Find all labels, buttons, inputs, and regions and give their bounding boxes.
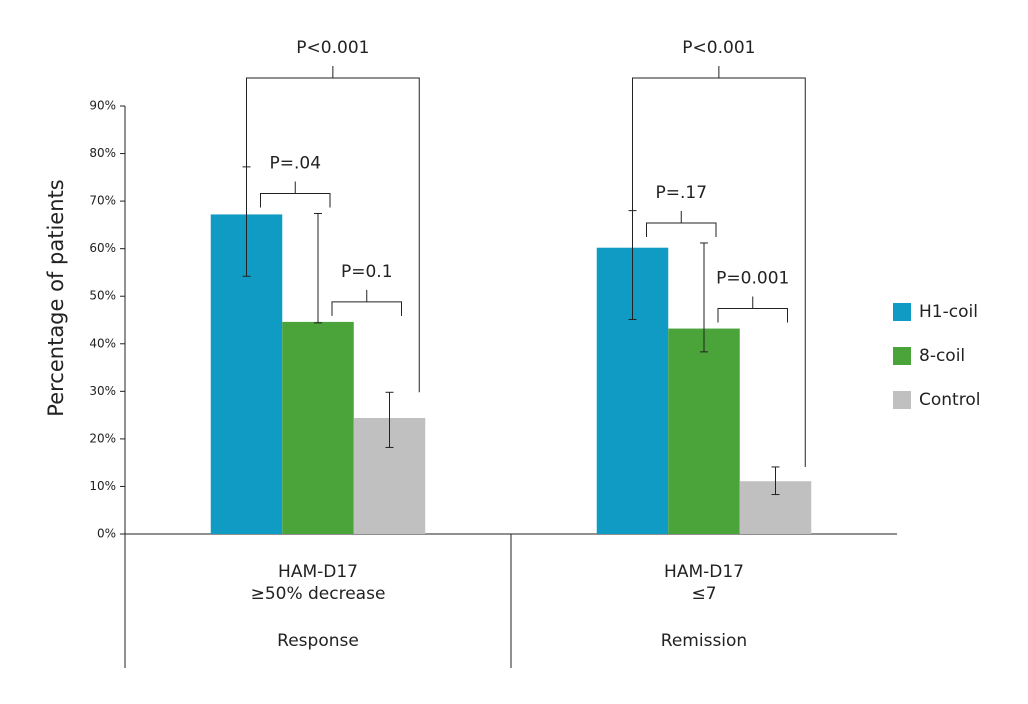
significance-bracket <box>646 210 717 237</box>
significance-bracket <box>632 66 806 467</box>
legend-label: H1-coil <box>919 302 978 322</box>
legend-swatch <box>893 347 911 365</box>
y-tick-label: 90% <box>89 99 116 113</box>
bar <box>282 321 354 534</box>
significance-label: P=0.001 <box>716 269 789 289</box>
significance-bracket <box>246 66 420 393</box>
y-axis-title: Percentage of patients <box>44 179 68 416</box>
bar <box>668 328 740 534</box>
significance-label: P=0.1 <box>341 262 393 282</box>
y-tick-label: 80% <box>89 146 116 160</box>
significance-label: P=.17 <box>655 183 707 203</box>
legend-label: Control <box>919 390 980 410</box>
significance-bracket <box>260 181 331 208</box>
significance-label: P<0.001 <box>296 38 369 58</box>
y-tick-label: 50% <box>89 289 116 303</box>
category-label: Response <box>277 631 359 651</box>
y-tick-label: 30% <box>89 384 116 398</box>
legend-swatch <box>893 303 911 321</box>
category-sublabel: ≤7 <box>691 584 716 604</box>
significance-bracket <box>717 296 788 323</box>
y-tick-label: 70% <box>89 194 116 208</box>
y-tick-label: 10% <box>89 479 116 493</box>
category-label: Remission <box>661 631 747 651</box>
legend-label: 8-coil <box>919 346 965 366</box>
y-tick-label: 20% <box>89 431 116 445</box>
category-sublabel: HAM-D17 <box>664 562 744 582</box>
significance-bracket <box>331 289 402 316</box>
category-sublabel: HAM-D17 <box>278 562 358 582</box>
y-tick-label: 40% <box>89 336 116 350</box>
category-sublabel: ≥50% decrease <box>251 584 386 604</box>
significance-label: P<0.001 <box>682 38 755 58</box>
significance-label: P=.04 <box>269 153 321 173</box>
legend-swatch <box>893 391 911 409</box>
y-tick-label: 60% <box>89 241 116 255</box>
y-tick-label: 0% <box>97 527 116 541</box>
